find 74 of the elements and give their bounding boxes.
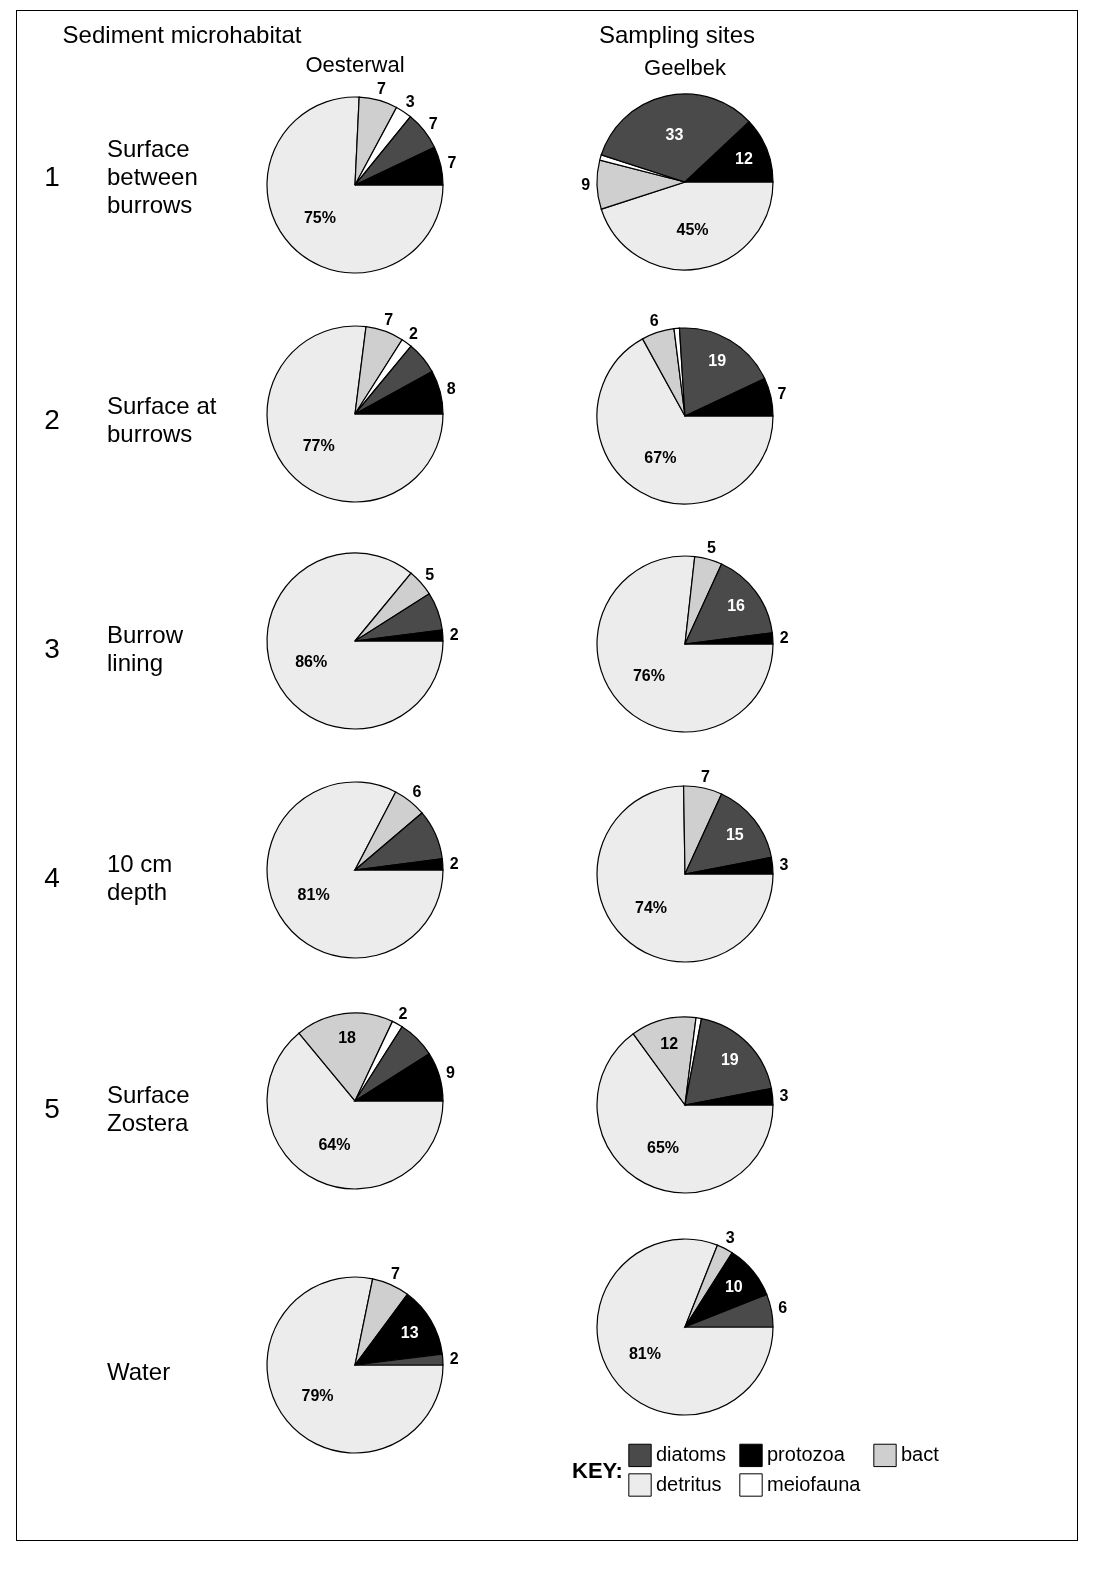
- data-label: 7: [377, 80, 387, 98]
- pie-slice: [596, 555, 774, 733]
- data-label: 9: [581, 176, 591, 194]
- data-label: 74%: [635, 899, 668, 917]
- text: 4: [43, 862, 61, 894]
- data-label: 67%: [644, 448, 677, 466]
- data-label: 86%: [295, 652, 328, 670]
- data-label: 7: [700, 767, 710, 785]
- data-label: 7: [447, 154, 457, 172]
- data-label: 16: [727, 597, 746, 615]
- data-label: 12: [735, 149, 753, 167]
- text: 2: [43, 403, 61, 436]
- data-label: 3: [725, 1229, 735, 1247]
- data-label: 7: [391, 1264, 401, 1282]
- data-label: 64%: [318, 1135, 351, 1153]
- pie-slice: [596, 785, 774, 963]
- data-label: 7: [777, 385, 787, 403]
- data-label: 8: [446, 379, 456, 397]
- data-label: 2: [449, 1349, 459, 1367]
- data-label: 19: [720, 1051, 739, 1069]
- text: 3: [43, 633, 61, 665]
- data-label: 5: [707, 539, 717, 557]
- data-label: 2: [779, 628, 789, 646]
- text: 5: [43, 1092, 61, 1125]
- data-label: 13: [400, 1323, 419, 1341]
- text: Surface between burrows: [106, 134, 199, 219]
- data-label: 6: [412, 783, 422, 801]
- data-label: 77%: [302, 436, 335, 454]
- data-label: 15: [725, 825, 744, 843]
- legend-label: detritus: [656, 1473, 722, 1495]
- data-label: 65%: [647, 1139, 680, 1157]
- data-label: 6: [778, 1299, 788, 1317]
- data-label: 2: [409, 324, 418, 342]
- legend-label: diatoms: [656, 1443, 727, 1466]
- data-label: 6: [649, 312, 659, 330]
- data-label: 76%: [632, 667, 665, 685]
- pie-slice: [266, 96, 444, 274]
- text: Sediment microhabitat: [61, 21, 303, 49]
- text: 10 cm depth: [106, 850, 174, 906]
- legend-label: protozoa: [767, 1443, 846, 1466]
- text: 1: [43, 160, 61, 193]
- text: Sampling sites: [597, 21, 757, 49]
- data-label: 19: [708, 352, 727, 370]
- data-label: 9: [446, 1063, 456, 1081]
- data-label: 3: [405, 93, 415, 111]
- pie-slice: [266, 552, 444, 730]
- data-label: 12: [660, 1034, 679, 1052]
- chart-title: Geelbek: [644, 55, 727, 80]
- text: Surface Zostera: [106, 1080, 191, 1137]
- text: Surface at burrows: [106, 391, 218, 448]
- data-label: 10: [724, 1277, 743, 1295]
- data-label: 75%: [303, 209, 336, 227]
- data-label: 3: [779, 1086, 789, 1104]
- data-label: 81%: [297, 886, 330, 904]
- legend-title: KEY:: [572, 1458, 623, 1483]
- data-label: 3: [779, 855, 789, 873]
- data-label: 79%: [301, 1386, 334, 1404]
- pie-slice: [266, 781, 444, 959]
- text: Water: [106, 1358, 172, 1386]
- pie-slice: [266, 324, 444, 503]
- legend-label: bact: [901, 1443, 940, 1466]
- data-label: 7: [428, 114, 438, 132]
- data-label: 45%: [676, 220, 709, 238]
- data-label: 81%: [628, 1345, 661, 1363]
- legend-label: meiofauna: [767, 1473, 862, 1495]
- chart-title: Oesterwal: [305, 52, 405, 78]
- data-label: 2: [398, 1004, 408, 1022]
- data-label: 2: [449, 854, 459, 872]
- data-label: 5: [425, 566, 435, 584]
- data-label: 7: [384, 310, 394, 328]
- text: Burrow lining: [106, 621, 185, 677]
- data-label: 2: [449, 625, 459, 643]
- data-label: 18: [338, 1028, 357, 1046]
- data-label: 33: [665, 125, 684, 143]
